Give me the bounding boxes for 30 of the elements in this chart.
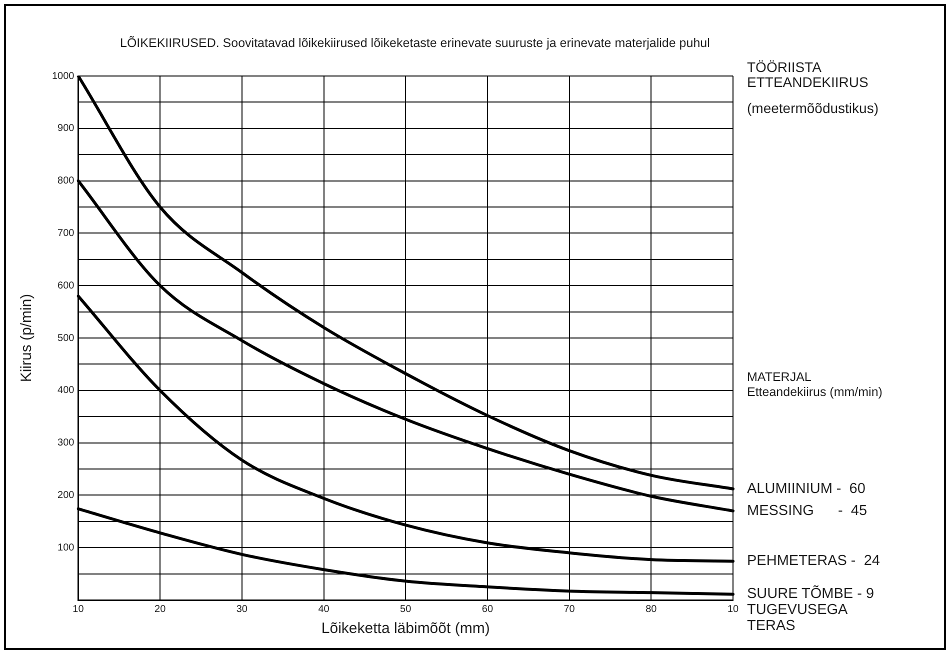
- y-tick-label: 100: [58, 542, 75, 554]
- y-axis-title: Kiirus (p/min): [18, 294, 36, 382]
- x-tick-label: 80: [646, 604, 658, 615]
- y-tick-label: 1000: [52, 70, 75, 82]
- y-tick-label: 400: [58, 385, 75, 396]
- y-tick-label: 800: [58, 176, 75, 187]
- series-label: SUURE TÕMBE - 9 TUGEVUSEGA TERAS: [747, 586, 876, 634]
- x-tick-label: 10: [72, 604, 84, 615]
- y-tick-label: 700: [58, 228, 75, 239]
- series-label: MESSING - 45: [747, 502, 868, 519]
- text: TÖÖRIISTA ETTEANDEKIIRUS: [747, 59, 870, 90]
- y-tick-label: 200: [58, 490, 75, 501]
- chart-title: LÕIKEKIIRUSED. Soovitatavad lõikekiirused lõikeketaste erinevate suuruste ja erinevate materjalide puhul: [120, 36, 710, 50]
- y-tick-label: 500: [58, 332, 75, 344]
- text: (meetermõõdustikus): [747, 100, 880, 116]
- y-tick-label: 600: [58, 280, 75, 292]
- x-tick-label: 60: [482, 604, 494, 615]
- x-tick-label: 30: [236, 604, 248, 615]
- series-label: ALUMIINIUM - 60: [747, 480, 866, 497]
- x-tick-label: 70: [564, 604, 576, 615]
- x-axis-title: Lõikeketta läbimõõt (mm): [321, 620, 490, 638]
- y-tick-label: 900: [58, 123, 75, 134]
- text: MATERJAL: [747, 370, 812, 384]
- x-tick-label: 50: [400, 604, 412, 615]
- series-label: PEHMETERAS - 24: [747, 553, 881, 570]
- x-tick-label: 10: [727, 604, 739, 615]
- x-tick-label: 40: [318, 604, 330, 615]
- text: Etteandekiirus (mm/min): [747, 385, 884, 399]
- x-tick-label: 20: [154, 604, 166, 615]
- y-tick-label: 300: [58, 438, 75, 449]
